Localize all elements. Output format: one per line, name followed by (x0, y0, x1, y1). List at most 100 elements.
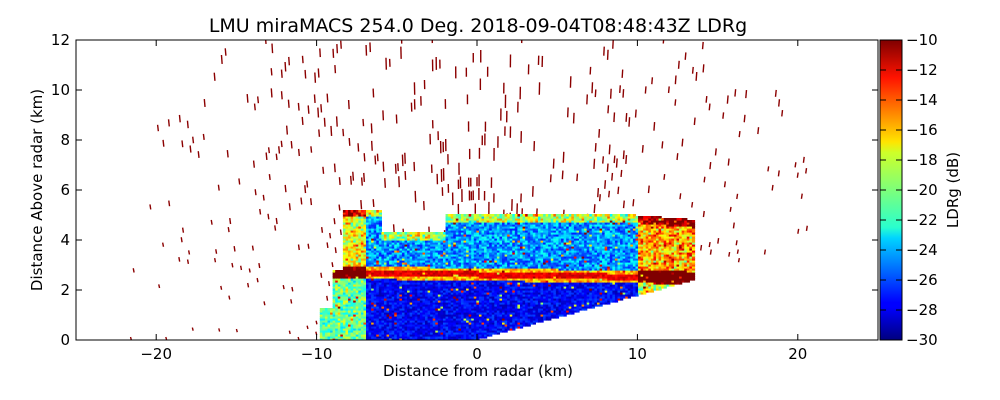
echo-cell (491, 308, 495, 311)
echo-cell (507, 252, 511, 255)
echo-cell (358, 288, 362, 291)
echo-cell (494, 216, 498, 219)
echo-cell (430, 240, 434, 243)
echo-cell (417, 320, 421, 323)
echo-cell (358, 336, 362, 339)
echo-cell (448, 256, 452, 259)
echo-cell (376, 338, 380, 340)
echo-cell (460, 218, 465, 221)
echo-cell (327, 330, 331, 333)
echo-cell (353, 236, 357, 239)
echo-cell (504, 232, 508, 235)
echo-cell (419, 244, 424, 247)
echo-cell (504, 252, 508, 255)
echo-cell (496, 254, 501, 257)
echo-cell (445, 324, 449, 327)
echo-cell (514, 220, 519, 223)
echo-cell (473, 334, 477, 337)
echo-cell (335, 302, 339, 305)
echo-cell (373, 282, 377, 285)
noise-speck (674, 99, 677, 106)
echo-cell (466, 336, 470, 339)
echo-cell (425, 336, 429, 339)
echo-cell (399, 242, 403, 245)
echo-cell (332, 324, 336, 327)
echo-cell (422, 306, 426, 309)
echo-cell (507, 316, 511, 319)
echo-cell (427, 288, 431, 291)
echo-cell (353, 318, 357, 321)
echo-cell (491, 328, 495, 331)
echo-cell (337, 288, 341, 291)
echo-cell (350, 218, 354, 221)
echo-cell (466, 286, 470, 289)
echo-cell (345, 254, 349, 257)
echo-cell (427, 276, 431, 279)
echo-cell (345, 242, 349, 245)
echo-cell (340, 318, 344, 321)
echo-cell (455, 300, 459, 303)
echo-cell (401, 264, 406, 267)
echo-cell (445, 262, 449, 265)
echo-cell (394, 308, 398, 311)
echo-cell (504, 242, 508, 245)
echo-cell (399, 280, 403, 283)
echo-cell (366, 284, 370, 287)
echo-cell (399, 324, 403, 327)
echo-cell (463, 334, 467, 337)
echo-cell (453, 292, 457, 295)
echo-cell (430, 276, 434, 279)
echo-cell (422, 316, 426, 319)
noise-speck (781, 110, 784, 117)
echo-cell (366, 324, 370, 327)
echo-cell (337, 316, 341, 319)
echo-cell (502, 246, 506, 249)
echo-cell (478, 332, 483, 335)
echo-cell (396, 238, 400, 241)
noise-speck (370, 140, 373, 151)
echo-cell (425, 290, 429, 293)
echo-cell (345, 264, 349, 267)
echo-cell (463, 216, 467, 219)
echo-cell (358, 258, 362, 261)
echo-cell (468, 264, 472, 267)
echo-cell (432, 310, 436, 313)
echo-cell (348, 282, 352, 285)
echo-cell (476, 220, 480, 223)
echo-cell (371, 266, 375, 269)
noise-speck (622, 89, 625, 98)
echo-cell (442, 314, 447, 317)
echo-cell (363, 236, 367, 239)
echo-cell (373, 244, 377, 247)
echo-cell (450, 310, 454, 313)
echo-cell (350, 234, 354, 237)
echo-cell (422, 298, 426, 301)
echo-cell (458, 242, 462, 245)
echo-cell (417, 246, 421, 249)
noise-speck (674, 75, 677, 85)
echo-cell (345, 210, 349, 213)
echo-cell (466, 250, 470, 253)
echo-cell (494, 256, 498, 259)
echo-cell (484, 234, 488, 237)
echo-cell (389, 322, 393, 325)
echo-cell (348, 252, 352, 255)
echo-cell (509, 222, 513, 225)
echo-cell (478, 290, 483, 293)
echo-cell (463, 272, 467, 275)
echo-cell (383, 338, 388, 340)
echo-cell (319, 330, 323, 333)
echo-cell (504, 312, 508, 315)
echo-cell (496, 324, 501, 327)
noise-speck (192, 136, 195, 144)
echo-cell (373, 246, 377, 249)
echo-cell (373, 222, 377, 225)
echo-cell (363, 308, 367, 311)
echo-cell (445, 214, 449, 217)
echo-cell (473, 226, 477, 229)
echo-cell (473, 220, 477, 223)
echo-cell (519, 266, 524, 269)
echo-cell (491, 256, 495, 259)
echo-cell (473, 312, 477, 315)
echo-cell (440, 312, 444, 315)
